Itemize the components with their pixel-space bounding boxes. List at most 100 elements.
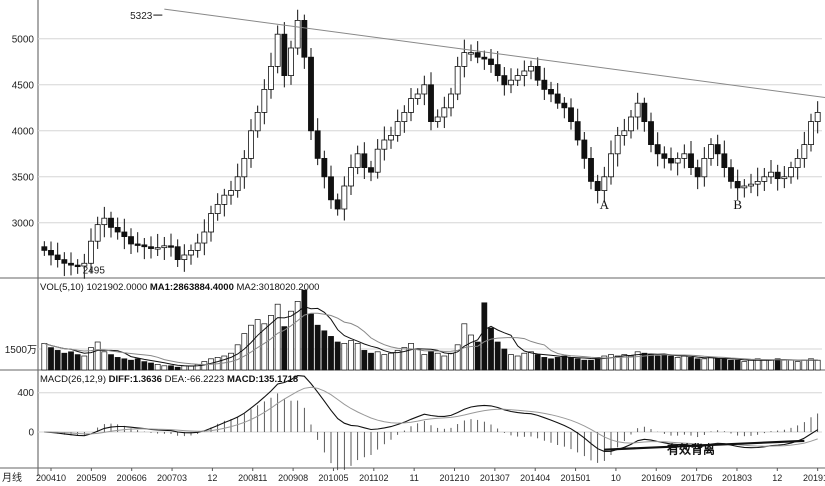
macd-diff-line (44, 375, 818, 452)
macd-legend-part: MACD(26,12,9) (40, 374, 109, 385)
x-tick-label: 11 (409, 473, 418, 483)
x-axis-caption: 月线 (2, 471, 22, 484)
macd-legend-part: MACD:135.1718 (227, 374, 298, 385)
candle-body (114, 226, 121, 233)
candle-body (628, 116, 634, 132)
candle-body (228, 190, 234, 196)
volume-bar (734, 359, 741, 371)
macd-tick-label: 0 (28, 428, 34, 439)
volume-bar (488, 327, 494, 371)
volume-bar (354, 343, 361, 371)
candle-body (268, 66, 274, 90)
x-tick-label: 2017D6 (681, 473, 713, 483)
candle-body (194, 242, 201, 251)
candle-body (414, 93, 421, 99)
volume-bar (441, 355, 448, 371)
volume-bar (408, 343, 414, 371)
candle-body (154, 247, 161, 250)
volume-bar (388, 352, 394, 371)
volume-bar (334, 341, 341, 371)
volume-ma-line (44, 306, 818, 367)
candle-body (508, 79, 514, 86)
candle-body (68, 262, 74, 266)
volume-bar (654, 355, 661, 371)
candle-body (54, 254, 61, 260)
candle-body (241, 157, 248, 178)
volume-bar (148, 362, 154, 371)
candle-body (774, 171, 781, 180)
candle-body (788, 167, 794, 178)
volume-bar (808, 358, 814, 371)
volume-bar (501, 348, 508, 371)
candle-body (208, 213, 214, 233)
candle-body (728, 167, 734, 182)
volume-bar (368, 352, 374, 371)
volume-ma-line (44, 312, 818, 366)
candle-body (581, 139, 588, 159)
candle-body (148, 246, 154, 249)
volume-bar (588, 359, 594, 371)
volume-bar (728, 359, 734, 371)
candle-body (494, 64, 501, 76)
volume-bar (274, 303, 281, 371)
macd-series (44, 375, 819, 471)
grid-lines (38, 38, 822, 433)
candle-body (701, 157, 708, 178)
y-tick-label: 3000 (12, 218, 35, 229)
volume-bar (794, 361, 801, 371)
candle-body (461, 52, 468, 67)
candle-body (41, 246, 48, 251)
candle-body (361, 153, 368, 169)
x-tick-label: 200811 (238, 473, 267, 483)
candle-body (474, 52, 481, 58)
candle-body (641, 102, 648, 122)
volume-bar (168, 365, 174, 371)
volume-bar (661, 354, 668, 371)
volume-tick-label: 1500万 (5, 345, 37, 356)
point-a-label: A (600, 197, 610, 212)
volume-bar (801, 359, 808, 371)
candle-body (688, 153, 694, 169)
candle-body (214, 203, 221, 214)
candle-body (248, 130, 254, 159)
candle-body (74, 264, 81, 268)
x-tick-label: 200410 (36, 473, 66, 483)
candle-body (408, 98, 414, 113)
volume-bar (554, 357, 561, 371)
volume-legend-part: VOL(5,10) (40, 282, 86, 293)
divergence-line (604, 439, 805, 451)
candle-body (521, 70, 528, 76)
volume-bar (294, 301, 301, 371)
candle-body (88, 240, 94, 264)
volume-bar (534, 354, 541, 371)
candle-body (354, 153, 361, 169)
high-label: 5323 (130, 11, 153, 22)
macd-tick-label: 400 (17, 388, 34, 399)
candle-body (814, 112, 821, 123)
x-tick-label: 200509 (76, 473, 106, 483)
candle-body (761, 176, 768, 182)
candle-body (481, 56, 488, 60)
volume-bar (314, 324, 321, 371)
volume-bar (701, 358, 708, 371)
volume-bar (601, 355, 608, 371)
volume-bar (741, 361, 748, 371)
volume-legend-part: MA1:2863884.4000 (150, 282, 237, 293)
volume-bar (341, 343, 348, 371)
x-tick-label: 201005 (318, 473, 348, 483)
candle-body (261, 89, 268, 113)
macd-dea-line (44, 386, 818, 447)
resistance-trendline (164, 8, 825, 99)
volume-bar (694, 358, 701, 371)
volume-bar (548, 358, 554, 371)
candle-body (674, 157, 681, 164)
candle-body (281, 33, 288, 77)
candlestick-series (41, 8, 825, 279)
candle-body (101, 217, 108, 226)
candle-body (374, 148, 381, 173)
candle-body (428, 84, 434, 123)
candle-body (648, 121, 654, 145)
volume-bar (174, 366, 181, 371)
candle-body (181, 254, 188, 260)
